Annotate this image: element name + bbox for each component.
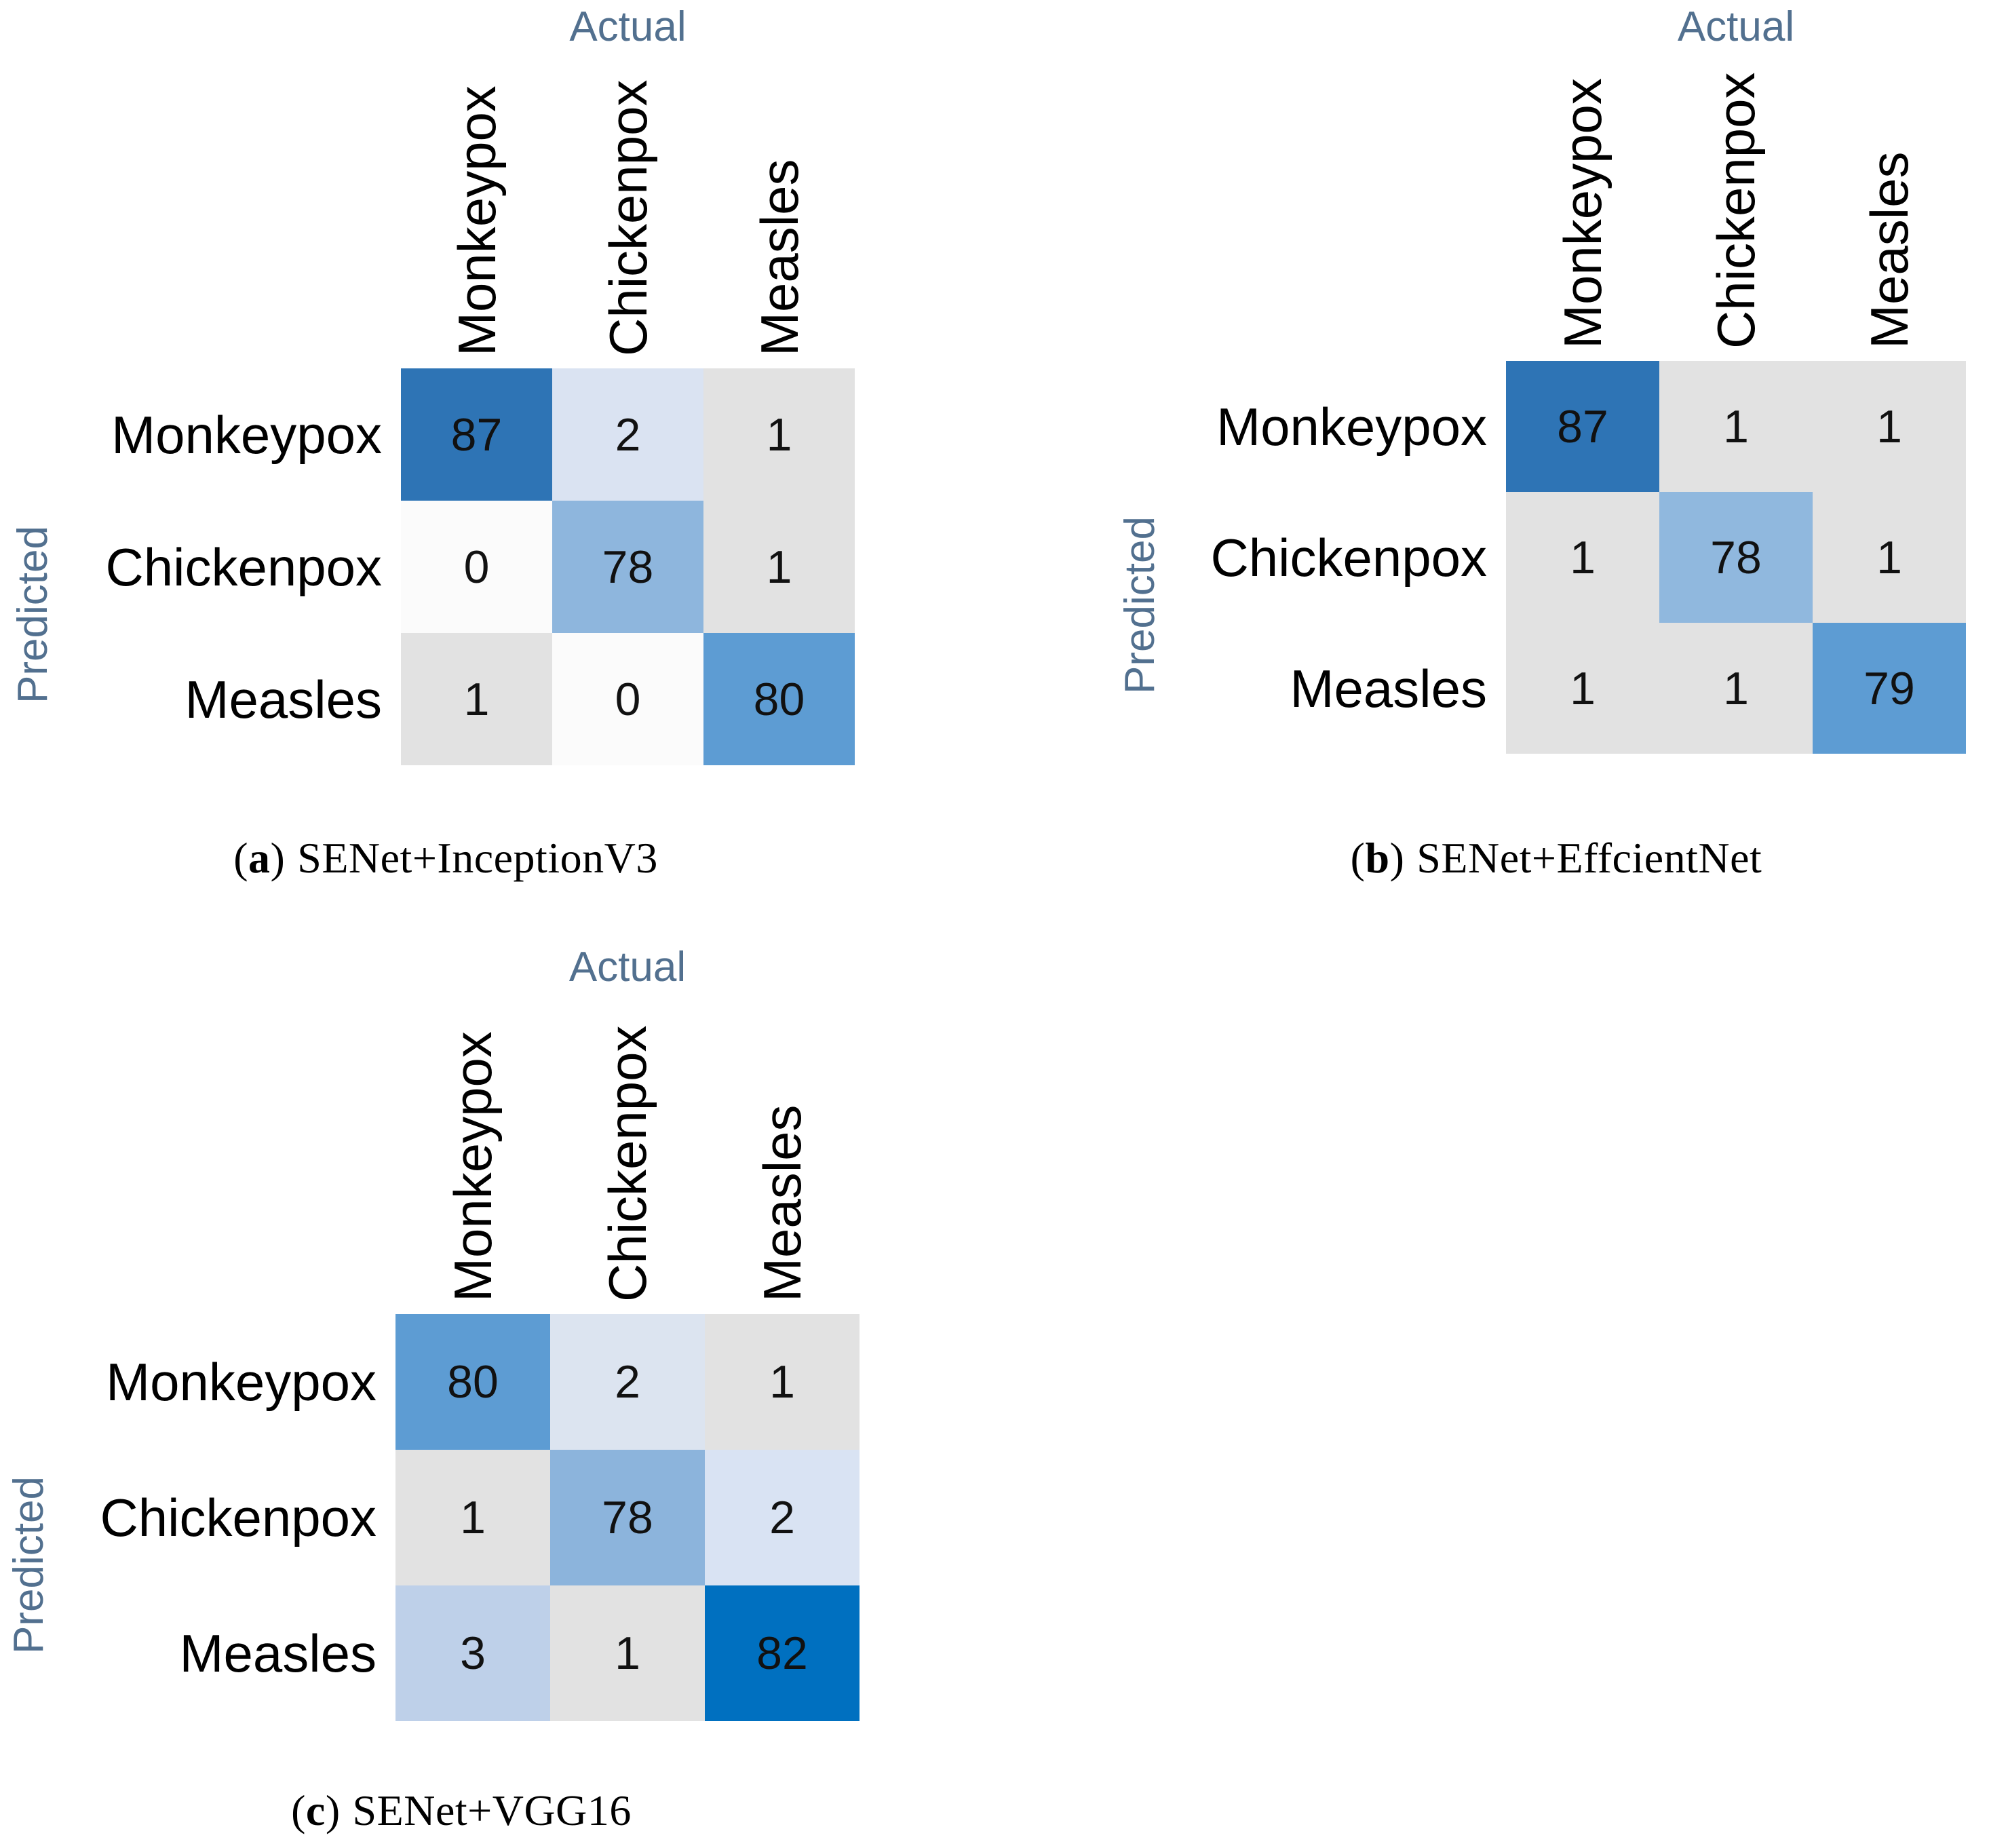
column-label-monkeypox: Monkeypox bbox=[446, 85, 507, 356]
matrix-cell-r1c1: 78 bbox=[550, 1450, 705, 1585]
caption-letter: a bbox=[248, 834, 271, 882]
row-label-monkeypox: Monkeypox bbox=[111, 404, 382, 465]
caption-paren-open: ( bbox=[291, 1786, 306, 1834]
matrix-cell-r2c1: 1 bbox=[550, 1585, 705, 1721]
caption-paren-close: ) bbox=[1389, 834, 1405, 882]
matrix-cell-r2c0: 3 bbox=[395, 1585, 550, 1721]
row-label-measles: Measles bbox=[185, 669, 382, 729]
matrix-cell-r0c1: 2 bbox=[552, 368, 703, 501]
matrix-cell-r1c0: 0 bbox=[401, 501, 552, 633]
row-label-measles: Measles bbox=[1290, 658, 1487, 718]
column-label-chickenpox: Chickenpox bbox=[598, 79, 658, 356]
actual-axis-label: Actual bbox=[568, 944, 687, 990]
matrix-cell-r0c2: 1 bbox=[705, 1314, 860, 1450]
column-label-measles: Measles bbox=[749, 159, 809, 356]
predicted-axis-label: Predicted bbox=[1117, 516, 1163, 694]
matrix-cell-r0c0: 80 bbox=[395, 1314, 550, 1450]
predicted-axis-label: Predicted bbox=[5, 1476, 52, 1654]
predicted-axis-label: Predicted bbox=[9, 525, 56, 704]
caption-model-name: SENet+InceptionV3 bbox=[297, 834, 658, 882]
matrix-cell-r1c1: 78 bbox=[552, 501, 703, 633]
row-label-chickenpox: Chickenpox bbox=[105, 537, 382, 597]
matrix-cell-r2c2: 82 bbox=[705, 1585, 860, 1721]
matrix-cell-r1c2: 1 bbox=[1813, 492, 1966, 623]
column-label-monkeypox: Monkeypox bbox=[1553, 78, 1613, 349]
matrix-cell-r1c0: 1 bbox=[395, 1450, 550, 1585]
matrix-cell-r1c1: 78 bbox=[1659, 492, 1813, 623]
matrix-cell-r2c2: 80 bbox=[703, 633, 855, 765]
matrix-cell-r0c2: 1 bbox=[1813, 361, 1966, 492]
caption-letter: b bbox=[1365, 834, 1390, 882]
row-label-monkeypox: Monkeypox bbox=[106, 1352, 376, 1412]
column-label-chickenpox: Chickenpox bbox=[598, 1025, 657, 1302]
matrix-cell-r2c2: 79 bbox=[1813, 623, 1966, 754]
matrix-cell-r0c1: 1 bbox=[1659, 361, 1813, 492]
caption-letter: c bbox=[305, 1786, 326, 1834]
panel-caption: (b) SENet+EffcientNet bbox=[1217, 833, 1895, 883]
matrix-cell-r2c0: 1 bbox=[401, 633, 552, 765]
caption-paren-open: ( bbox=[233, 834, 248, 882]
caption-model-name: SENet+VGG16 bbox=[352, 1786, 632, 1834]
matrix-cell-r2c1: 1 bbox=[1659, 623, 1813, 754]
matrix-cell-r0c0: 87 bbox=[401, 368, 552, 501]
caption-paren-open: ( bbox=[1350, 834, 1366, 882]
matrix-cell-r1c2: 1 bbox=[703, 501, 855, 633]
column-label-measles: Measles bbox=[752, 1104, 812, 1302]
row-label-chickenpox: Chickenpox bbox=[1210, 527, 1487, 588]
matrix-cell-r1c0: 1 bbox=[1506, 492, 1659, 623]
panel-caption: (c) SENet+VGG16 bbox=[122, 1786, 800, 1836]
column-label-monkeypox: Monkeypox bbox=[443, 1031, 503, 1302]
row-label-measles: Measles bbox=[179, 1623, 376, 1683]
actual-axis-label: Actual bbox=[569, 3, 687, 50]
caption-model-name: SENet+EffcientNet bbox=[1416, 834, 1762, 882]
caption-paren-close: ) bbox=[270, 834, 286, 882]
matrix-cell-r2c0: 1 bbox=[1506, 623, 1659, 754]
matrix-cell-r0c1: 2 bbox=[550, 1314, 705, 1450]
row-label-monkeypox: Monkeypox bbox=[1216, 396, 1487, 457]
matrix-cell-r0c0: 87 bbox=[1506, 361, 1659, 492]
caption-paren-close: ) bbox=[325, 1786, 341, 1834]
panel-caption: (a) SENet+InceptionV3 bbox=[107, 833, 785, 883]
matrix-cell-r1c2: 2 bbox=[705, 1450, 860, 1585]
column-label-measles: Measles bbox=[1859, 151, 1919, 349]
matrix-cell-r2c1: 0 bbox=[552, 633, 703, 765]
matrix-cell-r0c2: 1 bbox=[703, 368, 855, 501]
column-label-chickenpox: Chickenpox bbox=[1706, 72, 1766, 349]
actual-axis-label: Actual bbox=[1677, 3, 1795, 50]
row-label-chickenpox: Chickenpox bbox=[100, 1488, 376, 1547]
